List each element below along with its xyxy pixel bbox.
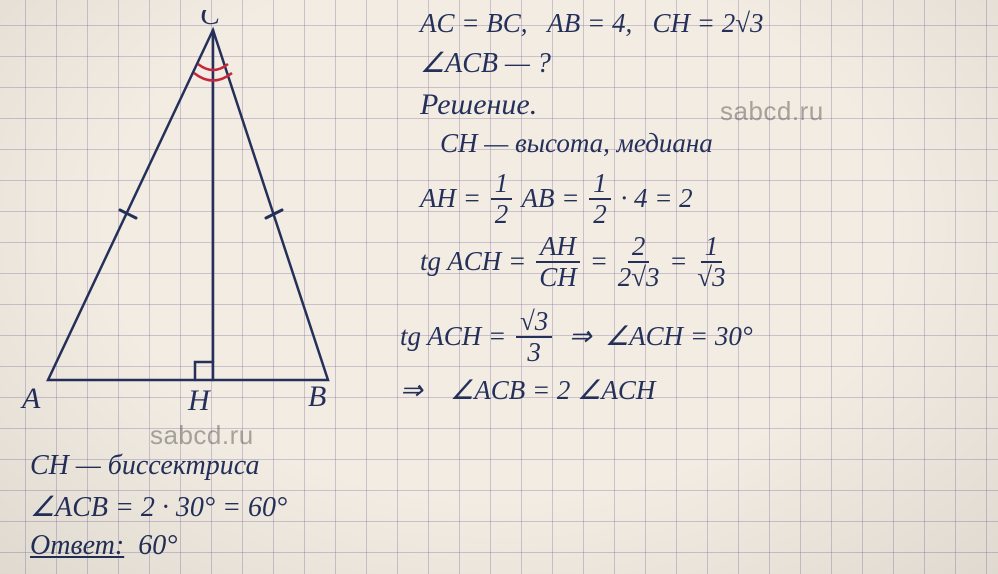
step-ah: AH = 12 AB = 12 · 4 = 2 bbox=[420, 172, 693, 230]
arrow-2: ⇒ bbox=[400, 375, 423, 406]
label-H: H bbox=[187, 384, 212, 417]
bisector-left: CH — биссектриса bbox=[30, 450, 259, 482]
arrow-1: ⇒ bbox=[569, 321, 592, 351]
acb-eq-2ach: ∠ACB = 2 ∠ACH bbox=[450, 375, 655, 406]
solution-title: Решение. bbox=[420, 88, 537, 122]
ah-mid: AB = bbox=[521, 183, 579, 213]
given-eq3-rhs: 2√3 bbox=[722, 8, 764, 38]
question: ∠ACB — ? bbox=[420, 46, 551, 80]
given-eq3-lhs: CH = bbox=[652, 8, 714, 38]
step-tg1: tg ACH = AHCH = 22√3 = 1√3 bbox=[420, 235, 729, 293]
tg-lhs: tg ACH = bbox=[420, 246, 526, 276]
label-B: B bbox=[308, 380, 326, 413]
ah-lhs: AH = bbox=[420, 183, 481, 213]
given-eq1: AC = BC, bbox=[420, 8, 527, 38]
ach-30: ∠ACH = 30° bbox=[605, 321, 753, 351]
triangle-outline bbox=[48, 30, 328, 380]
step-ch: CH — высота, медиана bbox=[440, 128, 713, 159]
tg2-lhs: tg ACH = bbox=[400, 321, 506, 351]
answer-value: 60° bbox=[138, 530, 177, 561]
ah-tail: · 4 = 2 bbox=[620, 183, 692, 213]
given-eq2: AB = 4, bbox=[547, 8, 632, 38]
watermark-2: sabcd.ru bbox=[150, 420, 254, 451]
compute-acb: ∠ACB = 2 · 30° = 60° bbox=[30, 490, 287, 524]
answer-label: Ответ: bbox=[30, 530, 124, 561]
given-line: AC = BC, AB = 4, CH = 2√3 bbox=[420, 8, 764, 39]
triangle-diagram: C A B H bbox=[8, 10, 408, 430]
label-A: A bbox=[20, 382, 41, 415]
right-angle-marker bbox=[195, 362, 213, 380]
step-tg2: tg ACH = √33 ⇒ ∠ACH = 30° bbox=[400, 310, 753, 368]
label-C: C bbox=[200, 10, 221, 31]
watermark-1: sabcd.ru bbox=[720, 96, 824, 127]
answer-line: Ответ: 60° bbox=[30, 530, 177, 562]
